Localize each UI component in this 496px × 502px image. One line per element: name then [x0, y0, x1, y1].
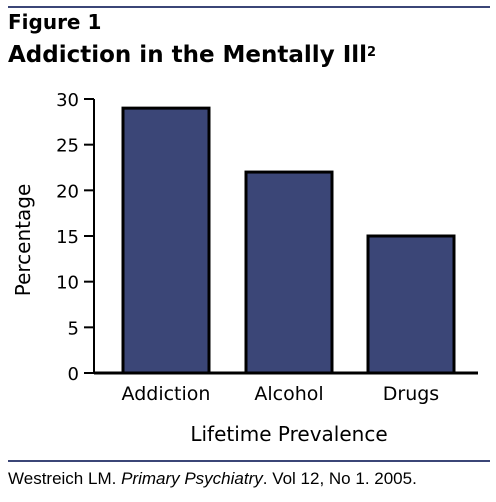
chart-title-text: Addiction in the Mentally Ill — [8, 42, 368, 68]
chart-title: Addiction in the Mentally Ill2 — [8, 40, 376, 70]
x-axis-label: Lifetime Prevalence — [190, 422, 387, 446]
y-tick-label: 5 — [68, 318, 79, 339]
x-tick-label-alcohol: Alcohol — [254, 383, 323, 405]
bottom-rule — [8, 460, 490, 462]
bar-chart: 0 5 10 15 20 25 30 Addiction Alcohol Drugs Perce… — [11, 90, 478, 446]
bar-alcohol — [244, 170, 334, 375]
x-tick-label-drugs: Drugs — [383, 383, 439, 405]
bars — [121, 106, 456, 375]
x-axis: Addiction Alcohol Drugs — [94, 371, 478, 405]
y-tick-label: 30 — [56, 90, 79, 111]
bar-drugs — [366, 234, 456, 375]
y-tick-label: 0 — [68, 364, 79, 385]
citation-author: Westreich LM. — [8, 469, 117, 488]
y-tick-label: 25 — [56, 136, 79, 157]
figure-label: Figure 1 — [8, 10, 102, 34]
bar-addiction — [121, 106, 211, 375]
x-tick-label-addiction: Addiction — [122, 383, 211, 405]
citation: Westreich LM. Primary Psychiatry. Vol 12… — [8, 468, 417, 490]
y-axis: 0 5 10 15 20 25 30 — [56, 90, 95, 385]
citation-details: . Vol 12, No 1. 2005. — [262, 469, 417, 488]
citation-journal: Primary Psychiatry — [121, 469, 263, 488]
title-footnote-ref: 2 — [367, 45, 377, 60]
y-tick-label: 10 — [56, 273, 79, 294]
y-axis-label: Percentage — [11, 184, 35, 297]
y-tick-label: 15 — [56, 227, 79, 248]
y-tick-label: 20 — [56, 181, 79, 202]
top-rule — [8, 6, 490, 8]
